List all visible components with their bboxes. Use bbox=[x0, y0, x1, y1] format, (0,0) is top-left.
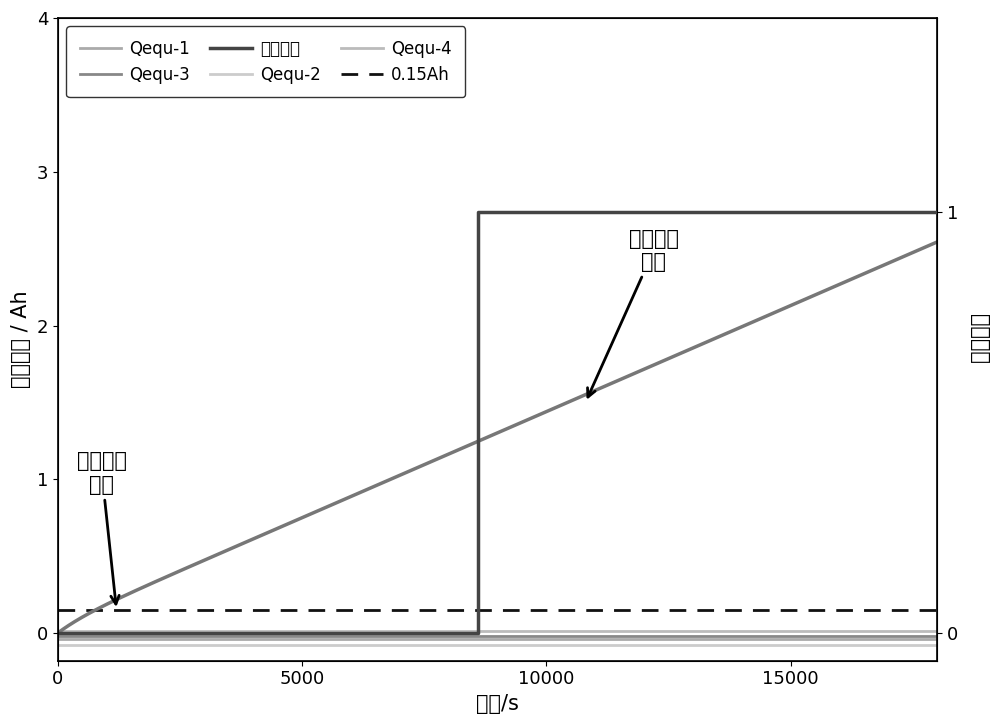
Y-axis label: 均衡电量 / Ah: 均衡电量 / Ah bbox=[11, 291, 31, 388]
Legend: Qequ-1, Qequ-3, 充电信号, Qequ-2, Qequ-4, 0.15Ah: Qequ-1, Qequ-3, 充电信号, Qequ-2, Qequ-4, 0.… bbox=[66, 26, 465, 97]
X-axis label: 时间/s: 时间/s bbox=[476, 694, 519, 714]
Text: 故障检测
时刻: 故障检测 时刻 bbox=[77, 452, 127, 604]
Y-axis label: 充电信号: 充电信号 bbox=[969, 315, 989, 365]
Text: 故障区分
时刻: 故障区分 时刻 bbox=[588, 228, 679, 397]
